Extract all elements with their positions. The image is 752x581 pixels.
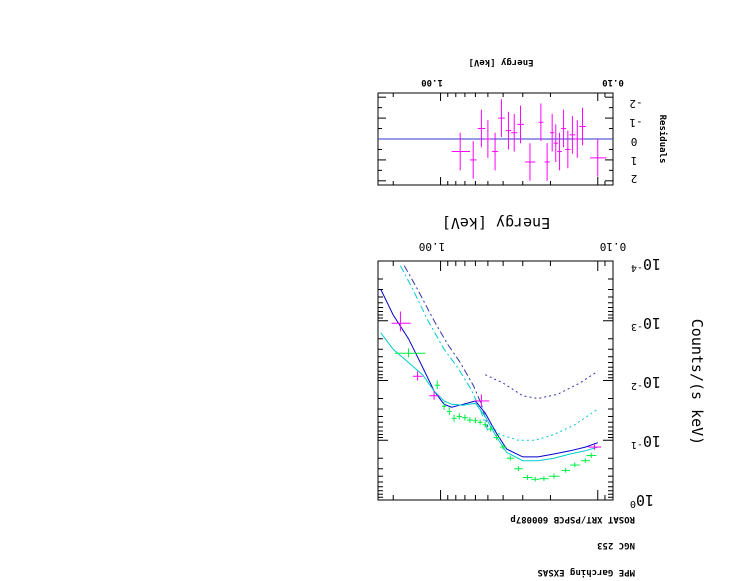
header-line-1: MPE Garching EXSAS — [537, 567, 635, 578]
model-points-point-7 — [466, 417, 474, 423]
spectrum-y-axis-label: Counts/(s keV) — [688, 319, 706, 445]
residual-point-5 — [561, 109, 567, 148]
model-points-point-0 — [394, 348, 426, 358]
residuals-y-tick-label-1: 1 — [631, 154, 638, 167]
observed-point-1 — [429, 391, 440, 400]
model-points-point-8 — [473, 417, 478, 424]
spectrum-x-tick-label-010: 0.10 — [600, 240, 627, 253]
residual-point-16 — [492, 132, 499, 171]
spectrum-tick-marks — [378, 260, 614, 501]
residual-point-15 — [498, 99, 505, 137]
spectrum-y-tick-label-10-3: 10-3 — [631, 314, 661, 332]
residuals-y-tick-label-2: 2 — [631, 172, 638, 185]
residual-point-1 — [579, 107, 586, 146]
model-points-point-18 — [539, 476, 549, 481]
spectrum-y-tick-label-100: 100 — [630, 491, 654, 509]
residuals-y-tick-label-neg1: -1 — [629, 116, 642, 129]
residual-point-13 — [511, 113, 518, 152]
residual-point-12 — [517, 105, 524, 144]
residual-point-2 — [574, 120, 581, 158]
model-points-point-19 — [548, 473, 560, 479]
model-points-point-16 — [522, 474, 533, 480]
model-points-point-17 — [531, 476, 540, 482]
model-points-point-23 — [586, 452, 597, 458]
model-points-point-9 — [477, 419, 483, 425]
model-points-point-6 — [462, 414, 468, 421]
observed-point-4 — [474, 394, 490, 407]
residual-point-18 — [477, 109, 486, 148]
residuals-data-points — [451, 99, 607, 181]
observed-point-2 — [412, 371, 423, 381]
residual-point-7 — [553, 124, 559, 162]
observed-point-0 — [588, 444, 602, 450]
residuals-x-tick-label-100: 1.00 — [421, 77, 443, 87]
model-points-point-1 — [434, 380, 440, 390]
residuals-x-tick-label-010: 0.10 — [602, 77, 624, 87]
spectrum-y-tick-label-10-4: 10-4 — [631, 255, 661, 273]
observed-point-3 — [391, 311, 411, 332]
spectrum-data-points — [391, 311, 602, 482]
model-points-point-3 — [446, 407, 452, 416]
model-curve-component-5 — [380, 332, 598, 462]
figure-header: MPE Garching EXSAS NGC 253 ROSAT XRT/PSP… — [510, 514, 635, 578]
spectrum-model-curves — [380, 265, 599, 462]
spectrum-y-tick-label-10-2: 10-2 — [631, 373, 661, 391]
model-points-point-12 — [493, 434, 500, 441]
model-points-point-10 — [482, 421, 488, 428]
model-curve-component-4 — [487, 408, 599, 441]
header-line-3: ROSAT XRT/PSPCB 600087p — [510, 514, 635, 524]
model-points-point-11 — [487, 426, 494, 432]
residuals-panel: 0.10 1.00 2 1 0 -1 -2 Energy [keV] Resid… — [377, 57, 668, 186]
residual-point-14 — [505, 111, 512, 150]
residual-point-0 — [590, 139, 607, 177]
model-curve-total-0 — [380, 289, 598, 458]
residuals-x-axis-label: Energy [keV] — [468, 57, 533, 67]
model-points-point-13 — [499, 444, 507, 450]
model-points-point-4 — [451, 414, 457, 422]
residuals-y-tick-label-neg2: -2 — [629, 97, 642, 110]
residual-point-10 — [538, 103, 544, 142]
model-curve-component-3 — [484, 370, 599, 400]
residual-point-19 — [469, 141, 477, 179]
residual-point-3 — [569, 116, 576, 154]
residual-point-8 — [550, 113, 555, 152]
model-points-point-22 — [580, 458, 591, 463]
model-points-point-21 — [570, 462, 580, 468]
residual-point-17 — [485, 120, 491, 158]
residuals-y-axis-label: Residuals — [657, 115, 668, 164]
residual-point-4 — [565, 130, 571, 169]
header-line-2: NGC 253 — [597, 540, 635, 550]
model-points-point-14 — [506, 455, 515, 461]
model-points-point-2 — [441, 402, 447, 410]
residuals-y-tick-label-0: 0 — [631, 135, 638, 148]
residual-point-6 — [557, 132, 562, 171]
residual-point-20 — [451, 132, 470, 171]
model-points-point-15 — [514, 466, 523, 472]
spectrum-panel: 0.10 1.00 100 10-1 10-2 10-3 10-4 Energy… — [377, 214, 706, 509]
residual-point-9 — [544, 143, 550, 181]
spectrum-plot-frame — [377, 260, 614, 501]
model-points-point-20 — [561, 467, 571, 473]
residual-point-11 — [525, 143, 536, 181]
spectrum-x-tick-label-100: 1.00 — [419, 240, 446, 253]
spectrum-x-axis-label: Energy [keV] — [442, 214, 550, 232]
model-points-point-5 — [456, 413, 463, 420]
spectrum-y-tick-label-10-1: 10-1 — [631, 432, 661, 450]
model-curve-component-2 — [399, 265, 489, 432]
